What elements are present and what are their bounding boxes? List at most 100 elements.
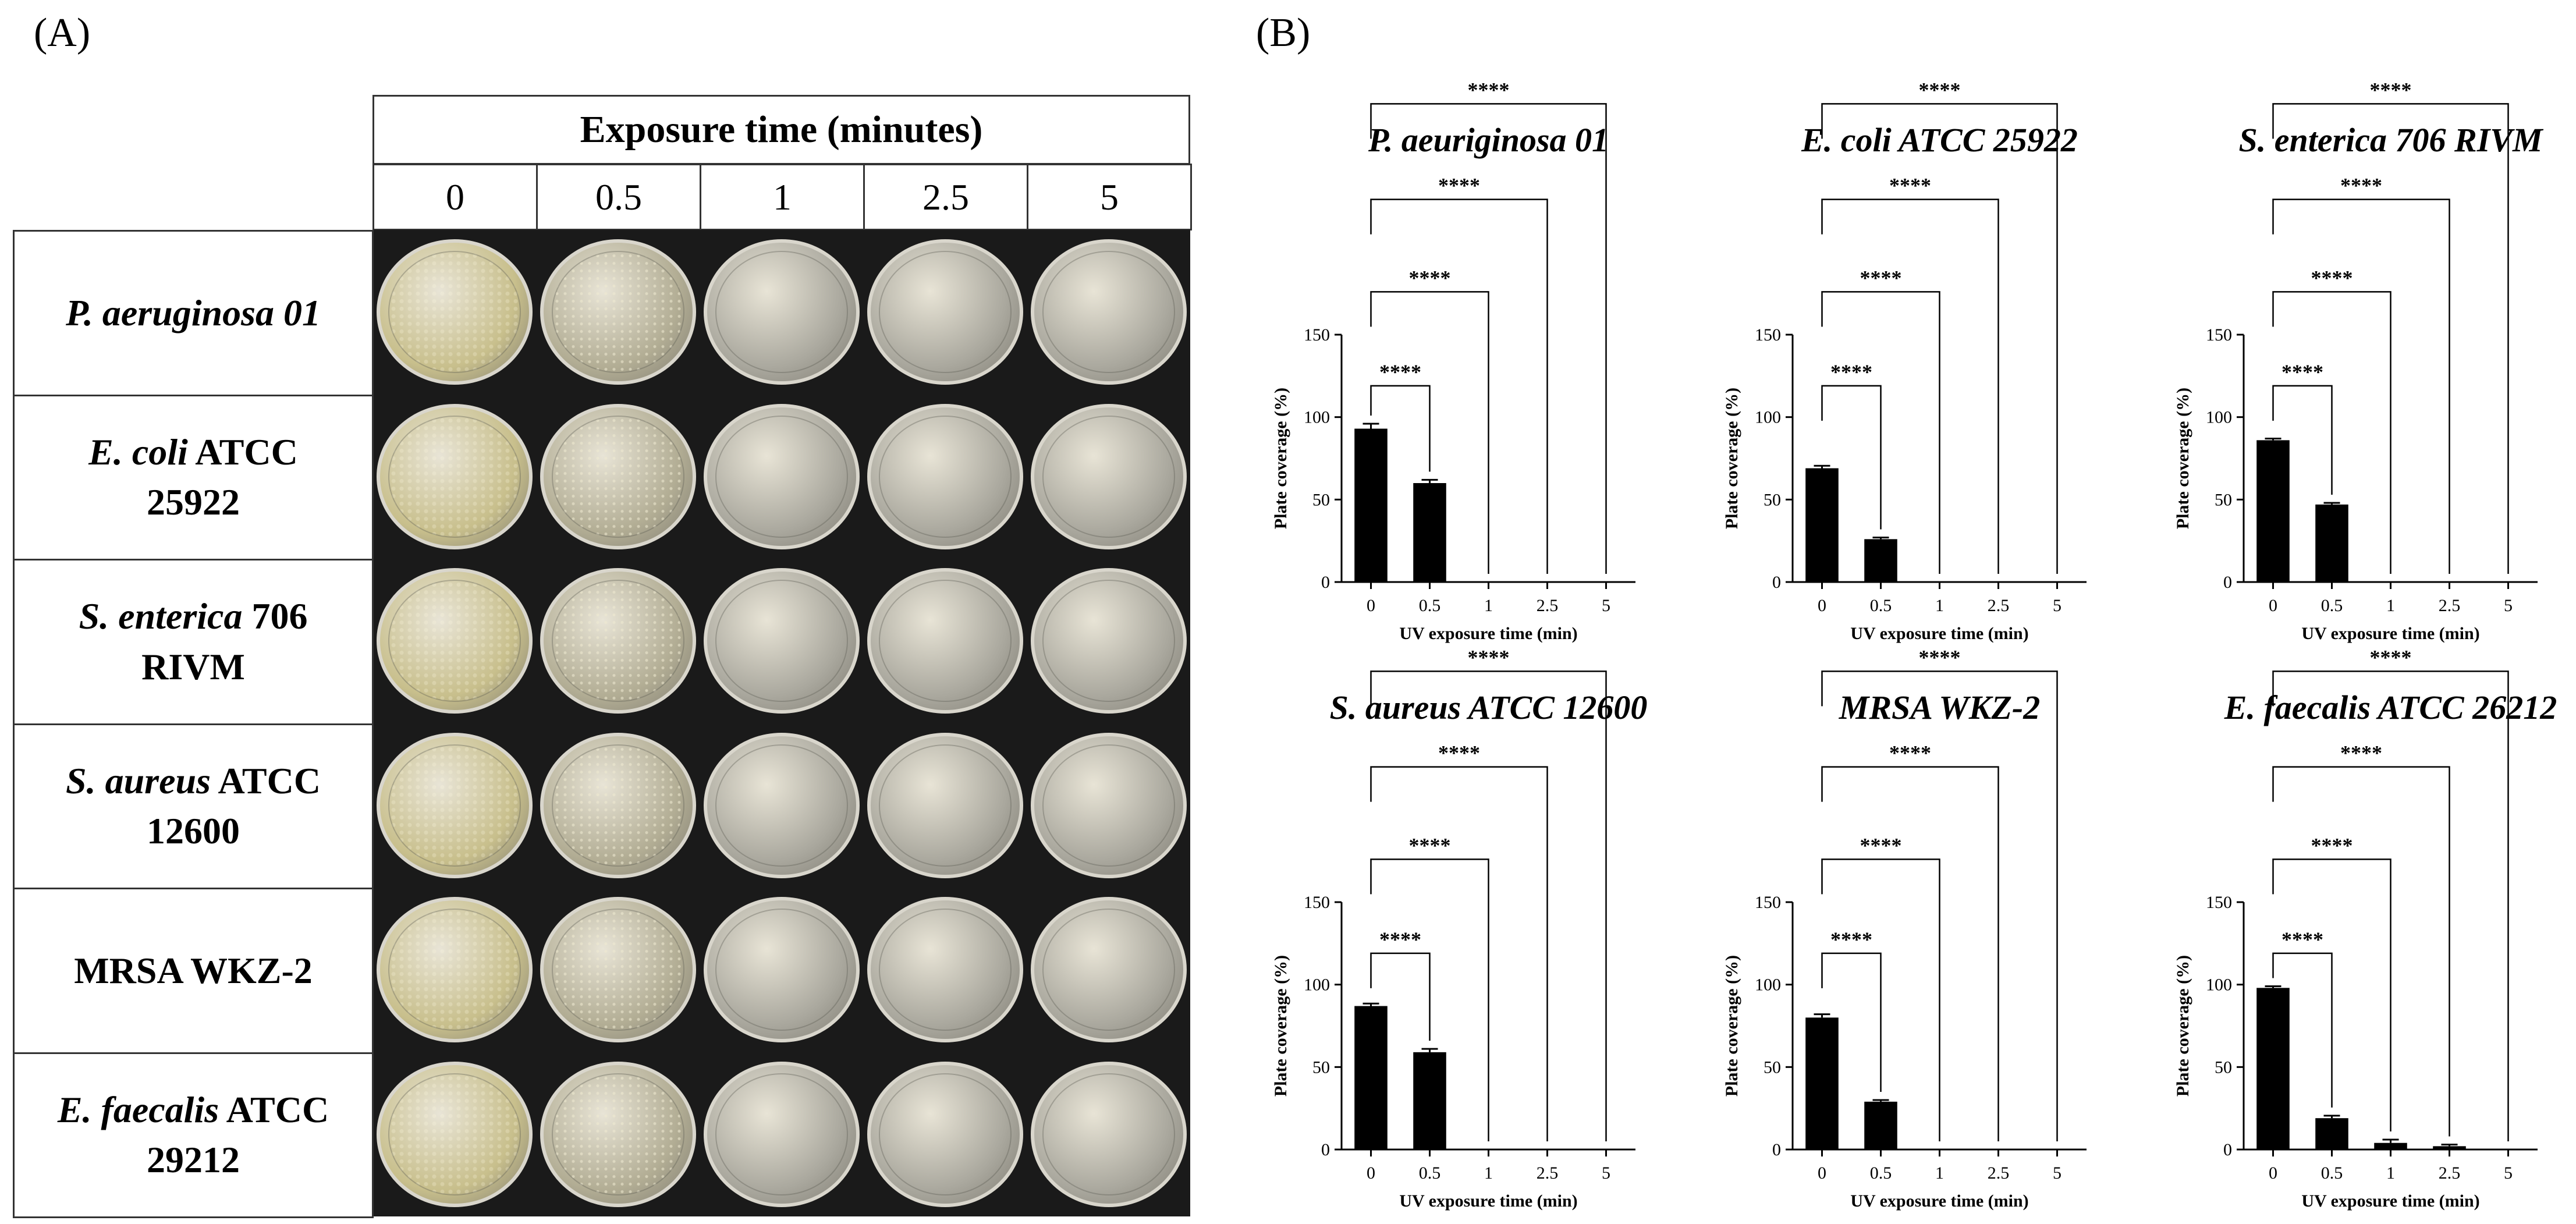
significance-label: **** [1860,266,1902,289]
significance-bracket [1370,766,1548,1141]
y-axis-label: Plate coverage (%) [1271,955,1290,1097]
y-tick-label: 50 [1764,490,1781,509]
significance-label: **** [1468,78,1510,101]
significance-label: **** [2282,928,2323,951]
significance-bracket [1821,952,1882,1092]
x-tick-label: 0.5 [2321,1163,2343,1183]
x-tick-label: 5 [1602,596,1610,615]
x-tick-label: 5 [2053,596,2061,615]
significance-bracket [1370,952,1431,1041]
chart-title: MRSA WKZ-2 [1839,689,2040,726]
significance-label: **** [1438,742,1480,765]
y-tick-label: 150 [1304,893,1330,912]
strain-label: S. enterica 706 RIVM [13,559,374,725]
y-tick-label: 0 [2223,573,2232,592]
significance-bracket [2272,291,2392,574]
x-tick-label: 2.5 [1988,1163,2010,1183]
agar-plate [703,403,860,549]
significance-bracket [1821,103,2058,574]
panel-a-label: (A) [34,10,91,55]
significance-label: **** [1889,174,1931,197]
significance-label: **** [1889,742,1931,765]
bar [1864,539,1897,582]
bar-chart: E. coli ATCC 25922 0 50 100 150 0 0.5 1 2.5 5 UV e… [1722,78,2087,643]
x-tick-label: 0.5 [2321,596,2343,615]
y-tick-label: 50 [2215,490,2232,509]
bar [1413,1052,1446,1150]
y-tick-label: 0 [2223,1140,2232,1159]
bar [2315,1118,2348,1150]
agar-plate [703,732,860,878]
x-tick-label: 5 [2504,596,2513,615]
y-tick-label: 100 [1755,408,1781,427]
significance-bracket [2272,670,2509,1141]
x-tick-label: 0.5 [1419,1163,1441,1183]
bar [1354,1006,1388,1150]
x-tick-label: 0 [1367,596,1375,615]
agar-plate [376,239,533,385]
agar-plate [867,239,1023,385]
significance-bracket [2272,766,2450,1137]
significance-label: **** [2311,833,2353,857]
x-axis-label: UV exposure time (min) [2301,1191,2479,1211]
x-tick-label: 1 [1935,1163,1944,1183]
x-axis-label: UV exposure time (min) [1850,1191,2028,1211]
chart-title: P. aeuriginosa 01 [1368,121,1609,159]
x-axis-label: UV exposure time (min) [1399,624,1577,643]
bar [2256,440,2290,582]
agar-plate [867,897,1023,1043]
chart-title: S. aureus ATCC 12600 [1330,689,1648,726]
x-axis-label: UV exposure time (min) [1399,1191,1577,1211]
agar-plate [1030,732,1187,878]
agar-plate [703,1061,860,1207]
strain-label: MRSA WKZ-2 [13,888,374,1054]
x-tick-label: 1 [1935,596,1944,615]
y-tick-label: 0 [1772,1140,1781,1159]
chart-title: E. faecalis ATCC 26212 [2224,689,2557,726]
agar-plate [1030,403,1187,549]
x-tick-label: 0 [2269,1163,2277,1183]
y-tick-label: 0 [1321,1140,1330,1159]
agar-plate [867,403,1023,549]
significance-bracket [1370,103,1607,574]
bar [1354,428,1388,582]
x-tick-label: 5 [1602,1163,1610,1183]
bar [1864,1101,1897,1150]
bar-chart: S. aureus ATCC 12600 0 50 100 150 0 0.5 1 2.5 5 UV… [1271,645,1648,1211]
bar-chart: MRSA WKZ-2 0 50 100 150 0 0.5 1 2.5 5 UV exposure … [1722,645,2087,1211]
agar-plate [1030,568,1187,714]
significance-bracket [1821,670,2058,1141]
time-label: 0 [372,164,538,230]
significance-bracket [2272,952,2333,1108]
time-label: 1 [700,164,865,230]
y-axis-label: Plate coverage (%) [2173,388,2192,529]
agar-plate [540,732,696,878]
x-tick-label: 0.5 [1419,596,1441,615]
x-tick-label: 2.5 [1537,1163,1559,1183]
y-tick-label: 100 [2206,408,2232,427]
significance-bracket [1370,291,1489,574]
panel-b-label: (B) [1256,10,1311,55]
significance-label: **** [1438,174,1480,197]
y-tick-label: 100 [1755,975,1781,995]
y-tick-label: 150 [2206,325,2232,345]
significance-bracket [1370,198,1548,574]
agar-plate [376,897,533,1043]
y-tick-label: 150 [1755,325,1781,345]
y-tick-label: 100 [1304,408,1330,427]
x-axis-label: UV exposure time (min) [1850,624,2028,643]
bar [2315,504,2348,582]
x-tick-label: 5 [2053,1163,2061,1183]
significance-label: **** [1860,833,1902,857]
y-axis-label: Plate coverage (%) [1722,388,1741,529]
x-tick-label: 1 [2386,1163,2395,1183]
significance-label: **** [2370,78,2412,101]
significance-label: **** [2340,742,2382,765]
y-tick-label: 0 [1772,573,1781,592]
x-tick-label: 5 [2504,1163,2513,1183]
bar [1805,1017,1839,1150]
significance-label: **** [1379,360,1421,384]
x-axis-label: UV exposure time (min) [2301,624,2479,643]
significance-label: **** [2340,174,2382,197]
agar-plate [376,568,533,714]
